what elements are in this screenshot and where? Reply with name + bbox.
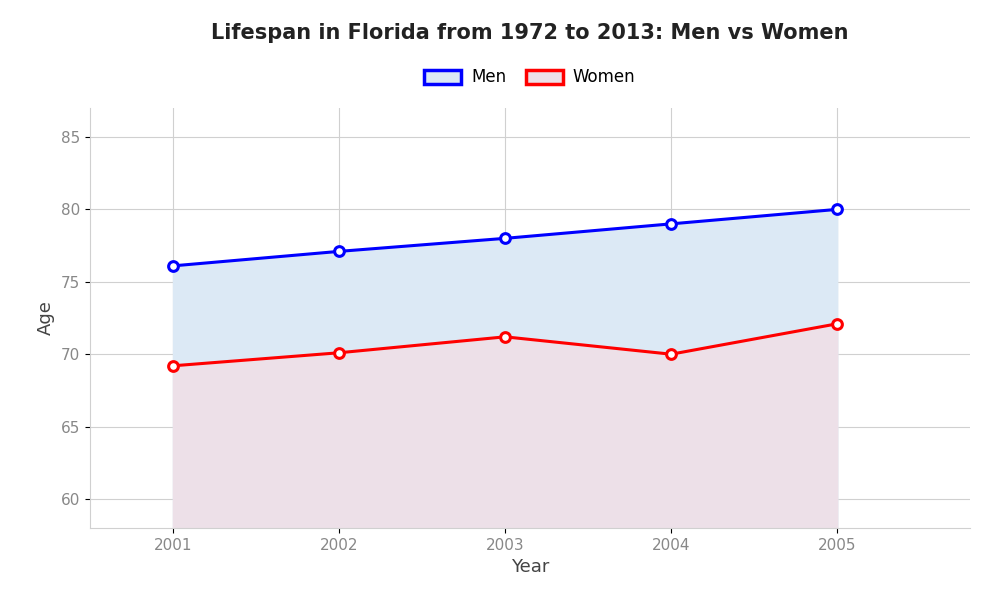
Legend: Men, Women: Men, Women — [418, 62, 642, 93]
X-axis label: Year: Year — [511, 558, 549, 576]
Title: Lifespan in Florida from 1972 to 2013: Men vs Women: Lifespan in Florida from 1972 to 2013: M… — [211, 23, 849, 43]
Y-axis label: Age: Age — [37, 301, 55, 335]
